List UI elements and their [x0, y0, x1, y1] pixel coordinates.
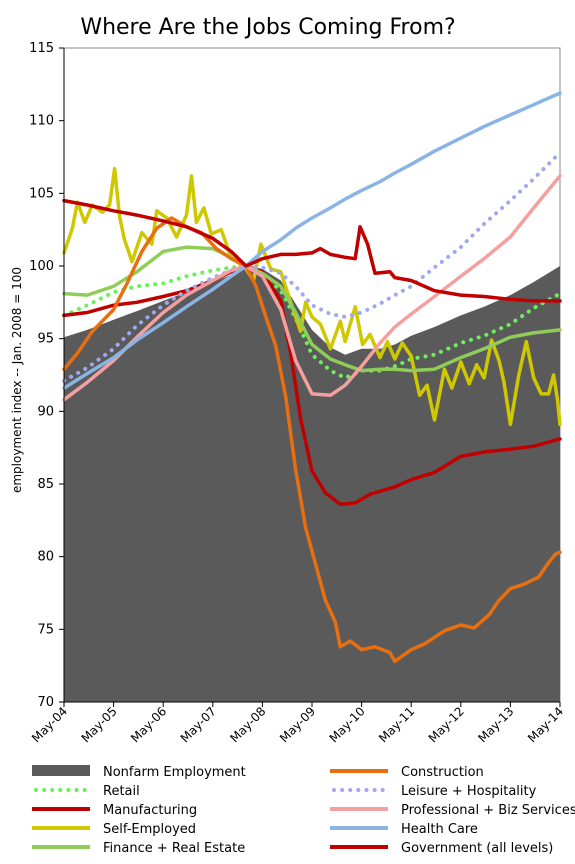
legend-label: Nonfarm Employment — [103, 765, 246, 780]
y-tick-label: 80 — [37, 550, 54, 565]
y-tick-label: 115 — [29, 41, 54, 56]
y-tick-label: 95 — [37, 332, 54, 347]
y-tick-label: 100 — [29, 259, 54, 274]
legend-label: Self-Employed — [103, 822, 196, 837]
x-tick-label: May-10 — [327, 704, 368, 745]
x-tick-label: May-12 — [426, 704, 467, 745]
legend: Nonfarm Employment Retail Manufacturing Sel… — [32, 765, 575, 856]
legend-label: Professional + Biz Services — [401, 803, 575, 818]
x-tick-label: May-05 — [79, 704, 120, 745]
series-manufacturing-line — [62, 264, 562, 507]
series-nonfarm-employment-area — [64, 266, 560, 702]
series-health-care-line — [62, 91, 562, 390]
x-tick-label: May-08 — [227, 704, 268, 745]
x-tick-label: May-04 — [29, 704, 70, 745]
legend-swatch — [32, 765, 90, 776]
x-tick-label: May-09 — [277, 704, 318, 745]
series-retail-line — [62, 264, 562, 380]
y-tick-label: 75 — [37, 622, 54, 637]
series-finance-real-estate-line — [62, 245, 562, 373]
legend-label: Retail — [103, 784, 140, 799]
x-tick-label: May-06 — [128, 704, 169, 745]
x-tick-label: May-14 — [525, 704, 566, 745]
y-axis-label: employment index -- Jan. 2008 = 100 — [10, 267, 24, 493]
y-tick-label: 110 — [29, 114, 54, 129]
legend-label: Finance + Real Estate — [103, 841, 245, 856]
y-axis-ticks: 70 75 80 85 90 95 100 105 110 115 — [29, 41, 64, 710]
legend-label: Health Care — [401, 822, 478, 837]
series-government-all-levels-line — [62, 198, 562, 303]
y-tick-label: 85 — [37, 477, 54, 492]
chart-title: Where Are the Jobs Coming From? — [80, 15, 455, 40]
series-self-employed-line — [62, 166, 562, 427]
plot-area — [62, 47, 562, 703]
legend-label: Leisure + Hospitality — [401, 784, 537, 799]
x-tick-label: May-11 — [376, 704, 417, 745]
legend-label: Government (all levels) — [401, 841, 553, 856]
y-tick-label: 105 — [29, 186, 54, 201]
x-axis-ticks: May-04 May-05 May-06 May-07 May-08 May-09 May-… — [29, 702, 566, 745]
x-tick-label: May-13 — [475, 704, 516, 745]
y-tick-label: 90 — [37, 404, 54, 419]
legend-label: Construction — [401, 765, 484, 780]
legend-label: Manufacturing — [103, 803, 197, 818]
series-leisure-hospitality-line — [62, 150, 562, 383]
x-tick-label: May-07 — [178, 704, 219, 745]
y-tick-label: 70 — [37, 695, 54, 710]
series-professional-biz-services-line — [62, 174, 562, 402]
